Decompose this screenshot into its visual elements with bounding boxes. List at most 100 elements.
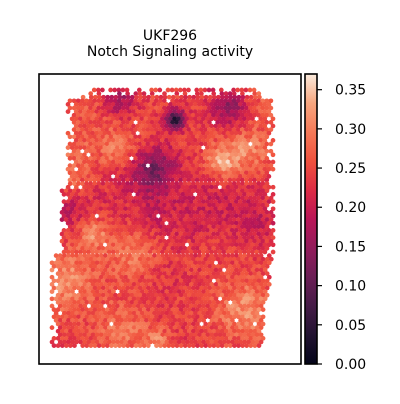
spot <box>100 307 106 312</box>
spot <box>223 141 229 147</box>
spot <box>193 267 198 273</box>
spot <box>258 242 264 248</box>
spot <box>114 109 120 114</box>
spot <box>94 130 100 136</box>
spot <box>194 148 200 154</box>
spot <box>246 310 252 316</box>
spot <box>266 220 272 226</box>
spot <box>123 220 128 226</box>
spot <box>98 253 104 258</box>
spot <box>139 159 145 165</box>
spot <box>174 307 180 312</box>
spot <box>258 145 264 150</box>
spot <box>232 278 237 284</box>
spot <box>135 206 141 212</box>
spot <box>147 109 153 114</box>
spot <box>232 292 237 298</box>
spot <box>196 199 202 204</box>
spot <box>96 105 102 111</box>
spot <box>125 321 131 327</box>
spot <box>145 264 151 269</box>
spot <box>94 145 100 150</box>
spot <box>168 138 173 143</box>
spot <box>182 271 188 276</box>
spot <box>133 91 139 96</box>
spot <box>147 159 153 165</box>
spot <box>232 300 237 305</box>
spot <box>202 141 208 147</box>
spot <box>201 339 207 345</box>
spot <box>123 260 129 266</box>
spot <box>188 123 194 129</box>
spot <box>254 184 260 190</box>
spot <box>178 246 184 251</box>
spot <box>141 148 147 154</box>
spot <box>139 152 145 158</box>
spot <box>174 148 179 154</box>
spot <box>186 163 192 168</box>
spot <box>266 184 272 190</box>
spot <box>180 303 186 309</box>
spot <box>195 328 200 334</box>
spot <box>78 274 84 280</box>
spot <box>133 127 138 132</box>
spot <box>71 127 77 132</box>
spot <box>129 141 134 147</box>
spot <box>119 289 125 294</box>
spot <box>237 220 243 226</box>
spot <box>202 170 208 176</box>
spot <box>180 282 186 287</box>
spot <box>112 188 118 194</box>
spot <box>73 192 79 197</box>
spot <box>123 213 128 219</box>
spot <box>162 94 168 100</box>
spot <box>69 192 75 197</box>
spot <box>153 188 159 194</box>
spot <box>154 278 159 284</box>
spot <box>129 264 135 269</box>
spot <box>96 264 102 269</box>
spot <box>195 256 200 262</box>
spot <box>203 195 208 201</box>
spot <box>102 249 108 255</box>
spot <box>225 228 231 233</box>
spot <box>71 231 77 237</box>
spot <box>194 141 200 147</box>
spot <box>268 256 274 262</box>
spot <box>180 249 186 255</box>
spot <box>164 102 169 107</box>
spot <box>248 307 254 312</box>
spot <box>145 202 151 208</box>
spot <box>227 343 233 348</box>
spot <box>256 105 261 111</box>
spot <box>73 145 79 150</box>
spot <box>166 336 172 341</box>
spot <box>260 264 266 269</box>
spot <box>141 156 147 161</box>
spot <box>74 303 79 309</box>
spot <box>215 195 221 201</box>
spot <box>117 343 122 348</box>
spot <box>73 213 79 219</box>
spot <box>143 296 149 302</box>
spot <box>166 285 172 291</box>
spot <box>246 282 252 287</box>
spot <box>76 278 81 284</box>
spot <box>217 325 223 330</box>
spot <box>178 148 184 154</box>
spot <box>166 210 171 215</box>
spot <box>96 195 102 201</box>
spot <box>154 300 159 305</box>
colorbar-ticks: 0.000.050.100.150.200.250.300.35 <box>317 83 366 373</box>
spot <box>205 289 211 294</box>
spot <box>196 242 202 248</box>
spot <box>237 109 243 114</box>
spot <box>114 242 120 248</box>
spot <box>141 231 147 237</box>
spot <box>67 177 73 183</box>
spot <box>256 181 262 186</box>
spot <box>69 213 75 219</box>
spot <box>119 325 125 330</box>
spot <box>172 166 177 172</box>
spot <box>120 170 126 176</box>
